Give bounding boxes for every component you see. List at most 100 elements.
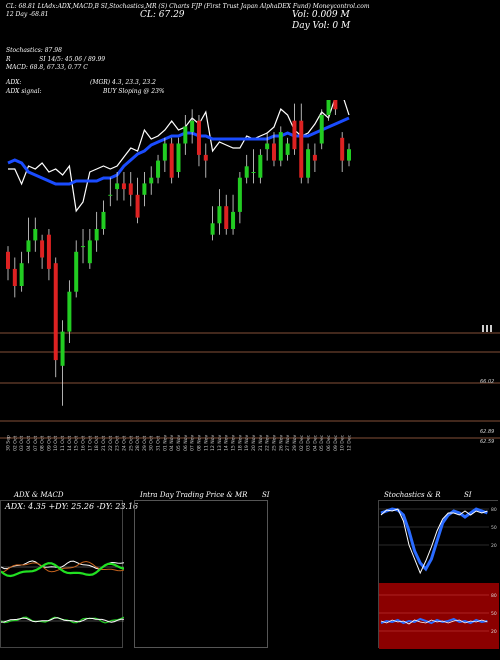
day-volume: Day Vol: 0 M (292, 21, 351, 31)
x-axis-label: 07 Nov (190, 434, 196, 451)
candle-body (210, 223, 215, 235)
stoch-tick-label: 80 (491, 507, 497, 513)
volume: Vol: 0.009 M (292, 10, 350, 20)
candle-body (312, 154, 317, 161)
x-axis-label: 18 Oct (94, 436, 100, 451)
x-axis-label: 11 Nov (203, 434, 209, 451)
candle-body (190, 120, 195, 133)
candle-body (87, 240, 92, 264)
stoch-background (379, 501, 499, 583)
x-axis-label: 02 Dec (299, 434, 305, 451)
candle-body (217, 206, 222, 224)
si-line (380, 617, 488, 625)
candle-body (40, 240, 45, 258)
x-axis-label: 15 Nov (231, 434, 237, 451)
x-axis-label: 04 Oct (26, 436, 32, 451)
x-axis-label: 28 Oct (135, 436, 141, 451)
adx-panel-title: ADX & MACD (14, 491, 64, 499)
x-axis-label: 04 Dec (312, 434, 318, 451)
candle-body (169, 143, 174, 178)
x-axis-label: 26 Nov (278, 434, 284, 451)
candle-body (19, 263, 24, 286)
x-axis-label: 10 Oct (53, 436, 59, 451)
candle-body (108, 194, 113, 196)
x-axis-label: 22 Oct (108, 436, 114, 451)
price-level-label: 66.02 (480, 379, 494, 385)
x-axis-label: 16 Oct (81, 436, 87, 451)
x-axis-label: 03 Dec (306, 434, 312, 451)
adx-values: (MGR) 4.3, 23.3, 23.2 (90, 79, 156, 86)
x-axis-label: 09 Oct (46, 436, 52, 451)
x-axis-label: 19 Nov (244, 434, 250, 451)
x-axis-label: 14 Nov (224, 434, 230, 451)
x-axis-label: 11 Oct (60, 436, 66, 451)
x-axis-label: 05 Nov (176, 434, 182, 451)
x-axis-label: 04 Nov (169, 434, 175, 451)
macd-signal-line (1, 617, 124, 623)
stochastics-plot: 80 50 20 80 50 20 (379, 501, 499, 649)
si-readout: R SI 14/5: 45.06 / 89.99 (6, 56, 106, 63)
x-axis-label: 21 Oct (101, 436, 107, 451)
x-axis-label: 12 Nov (210, 434, 216, 451)
candle-body (244, 166, 249, 178)
stoch-panel-title: Stochastics & R (384, 491, 441, 499)
candle-body (162, 143, 167, 161)
candle-body (149, 177, 154, 184)
si-tick-label: 80 (491, 593, 497, 599)
x-axis-label: 10 Dec (340, 434, 346, 451)
candle-body (101, 211, 106, 229)
chart-header: CL: 68.81 LtAdx:ADX,MACD,B SI,Stochastic… (6, 3, 370, 10)
stoch-si-label: SI (464, 491, 472, 499)
x-axis-label: 31 Oct (156, 436, 162, 451)
candle-body (115, 183, 120, 190)
x-axis-label: 27 Nov (285, 434, 291, 451)
candle-body (292, 120, 297, 150)
stoch-panel: 80 50 20 80 50 20 (378, 500, 499, 649)
candle-body (128, 183, 133, 195)
adx-label: ADX: (6, 79, 22, 86)
plus-di-line (1, 562, 124, 578)
adx-macd-plot (1, 560, 124, 624)
candle-body (203, 154, 208, 161)
x-axis-label: 14 Oct (67, 436, 73, 451)
candle-body (265, 143, 270, 150)
macd-readout: MACD: 68.8, 67.33, 0.77 C (6, 64, 88, 71)
candle-body (135, 194, 140, 218)
period-label: 12 Day -68.81 (6, 11, 49, 18)
si-tick-label: 20 (491, 629, 497, 635)
candle-body (299, 120, 304, 178)
x-axis-label: 21 Nov (258, 434, 264, 451)
candle-body (326, 100, 331, 115)
x-axis-label: 20 Nov (251, 434, 257, 451)
candle-body (142, 183, 147, 195)
candle-body (224, 206, 229, 229)
candle-body (231, 211, 236, 229)
candle-body (6, 251, 10, 269)
intraday-panel-title: Intra Day Trading Price & MR (140, 491, 248, 499)
x-axis-label: 01 Nov (162, 434, 168, 451)
adx-macd-panel: ADX: 4.35 +DY: 25.26 -DY: 23.16 (0, 500, 138, 648)
candle-body (94, 229, 99, 241)
candle-body (26, 240, 31, 252)
x-axis-label: 22 Nov (265, 434, 271, 451)
intraday-si-label: SI (262, 491, 270, 499)
x-axis-label: 30 Sep (6, 435, 12, 451)
candle-body (12, 268, 17, 286)
buy-signal: BUY Sloping @ 23% (103, 88, 165, 95)
x-axis-label: 25 Oct (128, 436, 134, 451)
candle-body (46, 234, 51, 269)
x-axis-label: 23 Oct (115, 436, 121, 451)
minus-di-line (1, 560, 124, 574)
price-level-label: 62.89 (480, 429, 494, 435)
stochastics-readout: Stochastics: 87.98 (6, 47, 62, 54)
candle-body (121, 183, 126, 190)
candle-body (278, 132, 283, 161)
candle-body (285, 143, 290, 155)
x-axis-label: 15 Oct (74, 436, 80, 451)
price-line (8, 100, 350, 213)
adx-readout: ADX: 4.35 +DY: 25.26 -DY: 23.16 (5, 502, 139, 511)
x-axis-label: 02 Oct (12, 436, 18, 451)
x-axis-label: 13 Nov (217, 434, 223, 451)
candle-body (347, 149, 351, 161)
x-axis-label: 09 Dec (333, 434, 339, 451)
